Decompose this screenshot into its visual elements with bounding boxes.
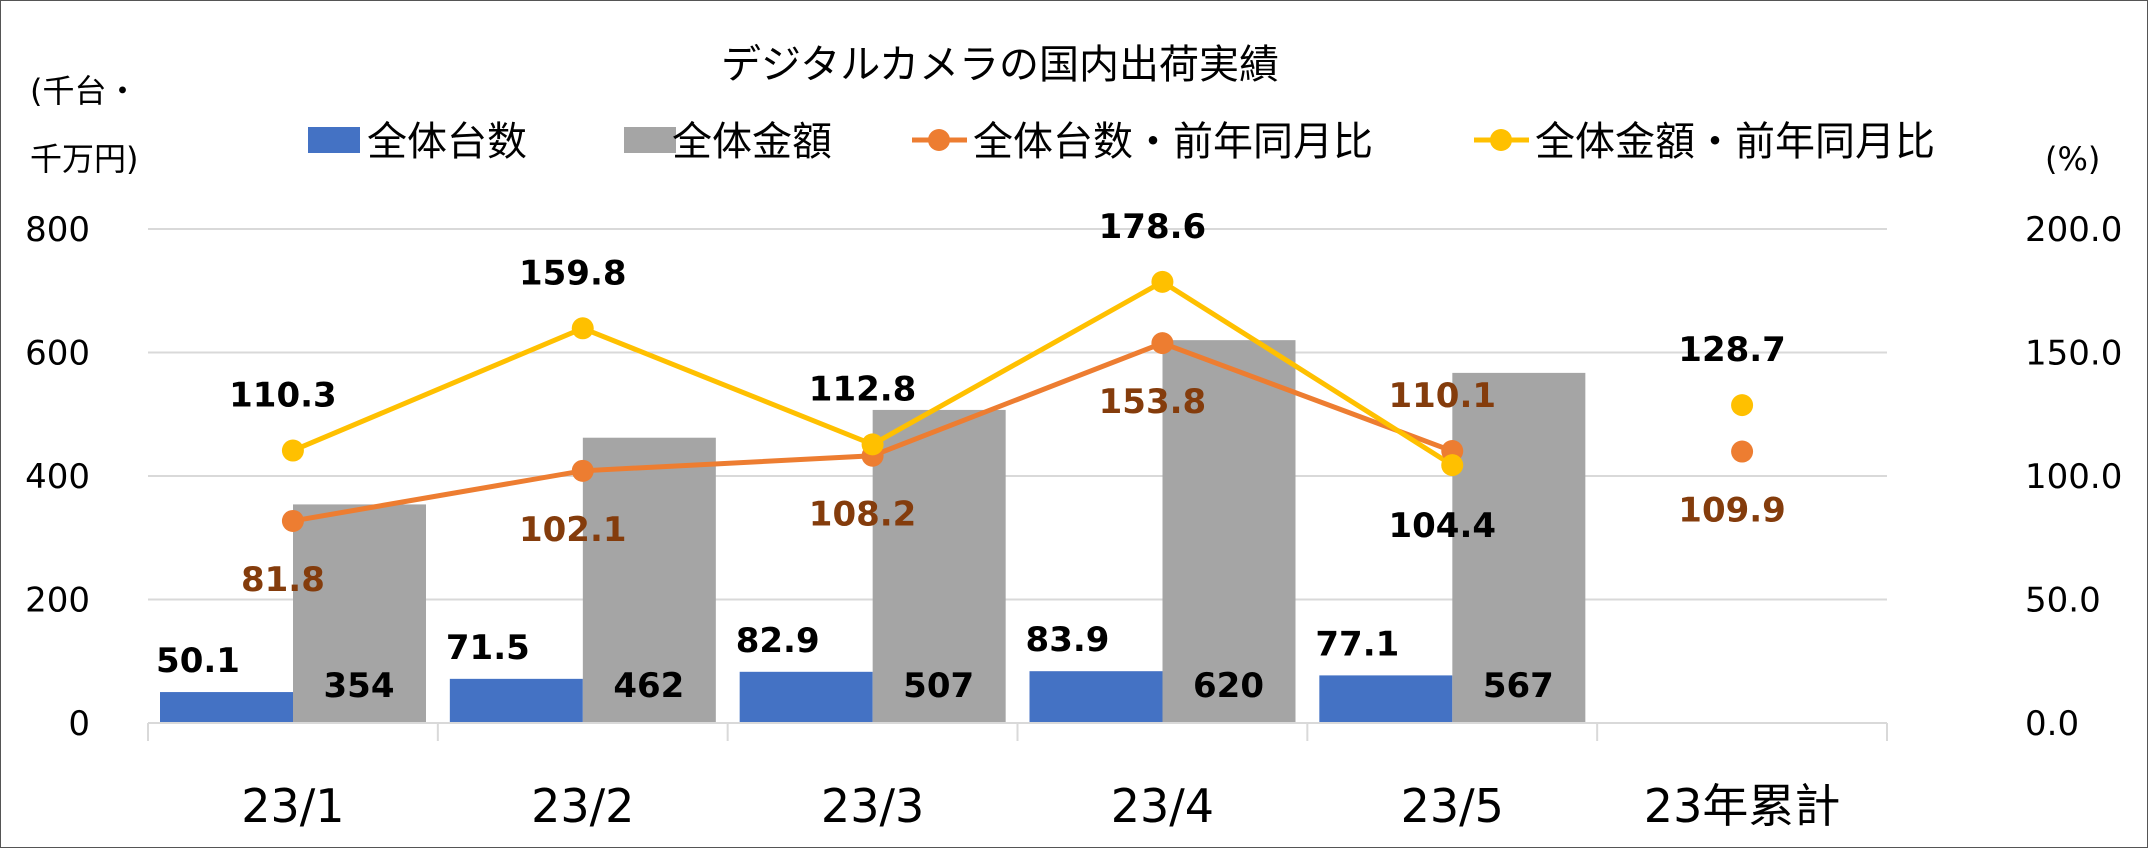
x-tick-label: 23/3 — [821, 779, 924, 833]
left-axis-unit-line1: (千台・ — [30, 72, 139, 110]
line-data-label: 104.4 — [1388, 506, 1496, 546]
bar-units-label: 50.1 — [156, 641, 240, 681]
x-tick-label: 23/5 — [1401, 779, 1504, 833]
right-tick-label: 50.0 — [2025, 581, 2101, 621]
bar-amount — [872, 409, 1006, 723]
line-marker — [281, 439, 304, 462]
bar-amount — [1452, 372, 1586, 723]
line-marker — [861, 433, 884, 456]
legend-marker — [928, 129, 950, 151]
bar-amount — [1162, 340, 1296, 723]
right-axis-unit: (%) — [2045, 140, 2100, 178]
right-tick-label: 100.0 — [2025, 457, 2122, 497]
legend-label: 全体台数 — [367, 119, 527, 165]
bar-amount-label: 462 — [613, 666, 684, 706]
x-tick-label: 23/1 — [241, 779, 344, 833]
bar-units-label: 71.5 — [446, 628, 530, 668]
line-data-label: 109.9 — [1678, 491, 1786, 531]
legend-label: 全体金額・前年同月比 — [1535, 119, 1935, 165]
right-tick-label: 150.0 — [2025, 334, 2122, 374]
line-data-label: 159.8 — [519, 253, 627, 293]
line-marker — [1151, 270, 1174, 293]
left-tick-label: 0 — [68, 704, 90, 744]
bar-units — [1319, 675, 1453, 723]
line-data-label: 102.1 — [519, 510, 627, 550]
bar-amount-label: 354 — [324, 666, 395, 706]
x-tick-label: 23/4 — [1111, 779, 1214, 833]
line-marker — [571, 459, 594, 482]
line-marker — [1731, 440, 1754, 463]
left-axis-unit-line2: 千万円) — [30, 140, 139, 178]
line-marker — [281, 509, 304, 532]
bar-amount — [582, 437, 716, 723]
left-tick-label: 400 — [25, 457, 90, 497]
bar-amount — [293, 504, 426, 723]
legend-swatch — [308, 127, 360, 153]
legend-marker — [1490, 129, 1512, 151]
left-tick-label: 600 — [25, 334, 90, 374]
line-data-label: 128.7 — [1678, 330, 1786, 370]
bar-units — [449, 678, 583, 723]
bar-units — [1029, 671, 1163, 723]
left-tick-label: 200 — [25, 581, 90, 621]
x-tick-label: 23年累計 — [1644, 779, 1841, 833]
right-tick-label: 200.0 — [2025, 210, 2122, 250]
line-data-label: 110.1 — [1388, 376, 1496, 416]
chart-title: デジタルカメラの国内出荷実績 — [721, 42, 1279, 88]
bar-units-label: 77.1 — [1315, 624, 1399, 664]
line-data-label: 178.6 — [1099, 207, 1207, 247]
legend-label: 全体金額 — [672, 119, 832, 165]
line-marker — [1731, 394, 1754, 417]
legend-swatch — [624, 127, 676, 153]
bar-amount-label: 507 — [903, 666, 974, 706]
right-tick-label: 0.0 — [2025, 704, 2079, 744]
bar-units-label: 82.9 — [736, 621, 820, 661]
line-marker — [571, 317, 594, 340]
x-tick-label: 23/2 — [531, 779, 634, 833]
line-marker — [1151, 332, 1174, 355]
bar-units — [739, 671, 873, 723]
bar-amount-label: 567 — [1483, 666, 1554, 706]
line-data-label: 81.8 — [241, 560, 325, 600]
line-data-label: 112.8 — [809, 369, 917, 409]
line-data-label: 108.2 — [809, 495, 917, 535]
line-data-label: 110.3 — [229, 376, 337, 416]
bar-units-label: 83.9 — [1026, 620, 1110, 660]
left-tick-label: 800 — [25, 210, 90, 250]
line-data-label: 153.8 — [1099, 382, 1207, 422]
bar-units — [160, 692, 293, 723]
bar-amount-label: 620 — [1193, 666, 1264, 706]
line-marker — [1441, 454, 1464, 477]
legend-label: 全体台数・前年同月比 — [973, 119, 1373, 165]
